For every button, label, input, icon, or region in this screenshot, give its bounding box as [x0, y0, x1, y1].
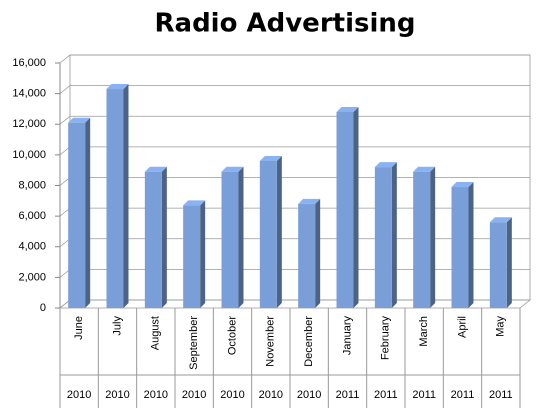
x-group-label: 2010 — [220, 389, 244, 401]
bar — [221, 166, 244, 308]
bar-front — [68, 122, 86, 308]
x-group-label: 2011 — [412, 389, 436, 401]
bar-top — [183, 200, 206, 206]
bar-front — [374, 167, 392, 308]
x-tick-label: November — [265, 316, 277, 367]
bar-top — [106, 84, 129, 90]
bar — [451, 182, 474, 308]
chart-title: Radio Advertising — [155, 9, 416, 39]
x-tick-label: October — [226, 316, 238, 355]
bar — [489, 217, 512, 308]
x-tick-label: August — [150, 316, 162, 350]
bar — [259, 156, 282, 308]
y-tick-label: 2,000 — [18, 271, 46, 283]
x-tick-label: March — [418, 316, 430, 347]
bar-front — [221, 171, 239, 308]
bar — [183, 200, 206, 308]
grid-line — [59, 85, 530, 94]
x-group-label: 2010 — [67, 389, 91, 401]
bar-side — [123, 84, 129, 308]
bar — [374, 162, 397, 308]
y-tick-label: 8,000 — [18, 179, 46, 191]
bar-side — [276, 156, 282, 308]
bar-front — [106, 89, 124, 308]
y-tick-label: 14,000 — [12, 88, 46, 100]
x-tick-label: December — [303, 316, 315, 367]
y-tick-label: 4,000 — [18, 241, 46, 253]
x-tick-label: April — [456, 316, 468, 338]
x-tick-label: September — [188, 316, 200, 370]
y-tick-label: 16,000 — [12, 57, 46, 69]
bar-side — [238, 166, 244, 308]
bar-front — [489, 222, 507, 308]
bar — [298, 198, 321, 308]
bar-front — [413, 171, 431, 308]
grid-line — [59, 54, 530, 64]
x-tick-label: July — [111, 316, 123, 336]
bar-side — [315, 198, 321, 308]
bar — [106, 84, 129, 308]
bar-top — [451, 182, 474, 188]
bar — [68, 117, 91, 308]
x-group-label: 2010 — [105, 389, 129, 401]
bar-top — [298, 198, 321, 204]
bar-front — [259, 161, 277, 308]
y-tick-label: 12,000 — [12, 118, 46, 130]
x-group-label: 2010 — [297, 389, 321, 401]
bar-top — [374, 162, 397, 168]
x-group-label: 2010 — [182, 389, 206, 401]
bar — [336, 107, 359, 308]
grid-line — [59, 115, 530, 125]
bar-front — [144, 171, 162, 308]
bar-side — [200, 200, 206, 308]
bar-front — [336, 112, 354, 308]
bar-side — [468, 182, 474, 308]
bar-top — [259, 156, 282, 161]
x-group-label: 2011 — [451, 389, 475, 401]
bar-side — [506, 217, 512, 308]
bar — [413, 166, 436, 308]
x-tick-label: January — [341, 316, 353, 356]
bar-top — [68, 117, 91, 123]
x-tick-label: June — [73, 316, 85, 340]
x-group-label: 2011 — [336, 389, 360, 401]
x-group-label: 2011 — [374, 389, 398, 401]
bar-top — [336, 107, 359, 112]
bar — [144, 166, 167, 308]
y-tick-label: 10,000 — [12, 149, 46, 161]
bar-front — [451, 187, 469, 308]
bar-side — [430, 166, 436, 308]
x-tick-label: February — [380, 316, 392, 361]
bar-side — [161, 166, 167, 308]
x-group-label: 2010 — [259, 389, 283, 401]
bar-top — [489, 217, 512, 223]
y-tick-label: 0 — [40, 302, 46, 314]
bar-top — [221, 166, 244, 172]
bar-side — [391, 162, 397, 308]
bar-top — [144, 166, 167, 172]
y-tick-label: 6,000 — [18, 210, 46, 222]
x-group-label: 2011 — [489, 389, 513, 401]
bar-side — [353, 107, 359, 308]
bar-front — [298, 203, 316, 308]
bar-top — [413, 166, 436, 172]
bar-front — [183, 205, 201, 308]
x-tick-label: May — [495, 316, 507, 337]
x-group-label: 2010 — [144, 389, 168, 401]
bar-side — [85, 117, 91, 308]
